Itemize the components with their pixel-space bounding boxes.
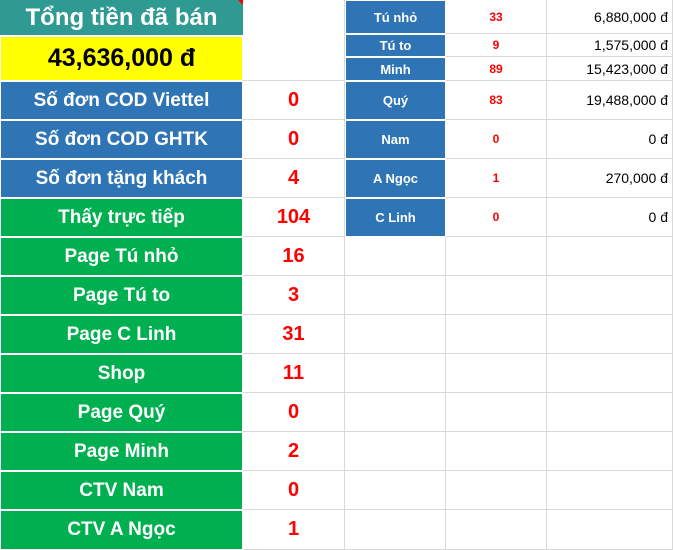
seller-name[interactable]: A Ngọc xyxy=(345,159,446,198)
seller-name[interactable]: Tú to xyxy=(345,34,446,57)
empty-cell[interactable] xyxy=(345,315,446,354)
empty-cell[interactable] xyxy=(345,237,446,276)
seller-order-count[interactable]: 89 xyxy=(446,57,547,81)
stat-label[interactable]: Page C Linh xyxy=(0,315,243,354)
stat-label[interactable]: Page Tú to xyxy=(0,276,243,315)
empty-cell[interactable] xyxy=(345,393,446,432)
empty-cell[interactable] xyxy=(547,315,673,354)
stat-value[interactable]: 2 xyxy=(243,432,345,471)
seller-name[interactable]: Minh xyxy=(345,57,446,81)
stat-label[interactable]: Thấy trực tiếp xyxy=(0,198,243,237)
empty-cell[interactable] xyxy=(345,510,446,550)
stat-label[interactable]: Số đơn COD GHTK xyxy=(0,120,243,159)
stat-value[interactable]: 11 xyxy=(243,354,345,393)
empty-cell[interactable] xyxy=(446,510,547,550)
seller-name[interactable]: C Linh xyxy=(345,198,446,237)
empty-cell[interactable] xyxy=(446,471,547,510)
empty-cell[interactable] xyxy=(547,237,673,276)
stat-value[interactable]: 16 xyxy=(243,237,345,276)
seller-amount[interactable]: 0 đ xyxy=(547,198,673,237)
seller-amount[interactable]: 270,000 đ xyxy=(547,159,673,198)
stat-value[interactable]: 0 xyxy=(243,120,345,159)
seller-order-count[interactable]: 1 xyxy=(446,159,547,198)
seller-name[interactable]: Tú nhỏ xyxy=(345,0,446,34)
seller-order-count[interactable]: 0 xyxy=(446,120,547,159)
stat-label[interactable]: CTV Nam xyxy=(0,471,243,510)
empty-cell[interactable] xyxy=(547,432,673,471)
stat-label[interactable]: Số đơn COD Viettel xyxy=(0,81,243,120)
seller-amount[interactable]: 19,488,000 đ xyxy=(547,81,673,120)
stat-label[interactable]: Page Quý xyxy=(0,393,243,432)
seller-order-count[interactable]: 9 xyxy=(446,34,547,57)
empty-cell[interactable] xyxy=(547,510,673,550)
total-sales-amount[interactable]: 43,636,000 đ xyxy=(0,36,243,81)
empty-cell[interactable] xyxy=(547,354,673,393)
empty-cell[interactable] xyxy=(446,237,547,276)
seller-name[interactable]: Quý xyxy=(345,81,446,120)
empty-cell[interactable] xyxy=(547,471,673,510)
comment-indicator-icon xyxy=(238,0,243,5)
stat-value[interactable]: 1 xyxy=(243,510,345,550)
stat-value[interactable]: 3 xyxy=(243,276,345,315)
stat-label[interactable]: Page Minh xyxy=(0,432,243,471)
seller-amount[interactable]: 1,575,000 đ xyxy=(547,34,673,57)
stat-label[interactable]: CTV A Ngọc xyxy=(0,510,243,550)
stat-label[interactable]: Số đơn tặng khách xyxy=(0,159,243,198)
seller-amount[interactable]: 0 đ xyxy=(547,120,673,159)
empty-cell[interactable] xyxy=(446,276,547,315)
stat-value[interactable]: 0 xyxy=(243,393,345,432)
stat-value[interactable]: 4 xyxy=(243,159,345,198)
empty-cell[interactable] xyxy=(345,471,446,510)
total-sales-title[interactable]: Tổng tiền đã bán xyxy=(0,0,243,36)
empty-cell[interactable] xyxy=(446,432,547,471)
empty-cell[interactable] xyxy=(446,315,547,354)
empty-cell[interactable] xyxy=(345,354,446,393)
empty-cell[interactable] xyxy=(243,0,345,81)
empty-cell[interactable] xyxy=(446,354,547,393)
empty-cell[interactable] xyxy=(547,393,673,432)
empty-cell[interactable] xyxy=(345,432,446,471)
seller-order-count[interactable]: 0 xyxy=(446,198,547,237)
seller-order-count[interactable]: 83 xyxy=(446,81,547,120)
stat-value[interactable]: 0 xyxy=(243,81,345,120)
stat-label[interactable]: Shop xyxy=(0,354,243,393)
stat-value[interactable]: 0 xyxy=(243,471,345,510)
seller-amount[interactable]: 15,423,000 đ xyxy=(547,57,673,81)
stat-value[interactable]: 104 xyxy=(243,198,345,237)
empty-cell[interactable] xyxy=(446,393,547,432)
seller-name[interactable]: Nam xyxy=(345,120,446,159)
stat-label[interactable]: Page Tú nhỏ xyxy=(0,237,243,276)
empty-cell[interactable] xyxy=(345,276,446,315)
empty-cell[interactable] xyxy=(547,276,673,315)
stat-value[interactable]: 31 xyxy=(243,315,345,354)
seller-amount[interactable]: 6,880,000 đ xyxy=(547,0,673,34)
seller-order-count[interactable]: 33 xyxy=(446,0,547,34)
